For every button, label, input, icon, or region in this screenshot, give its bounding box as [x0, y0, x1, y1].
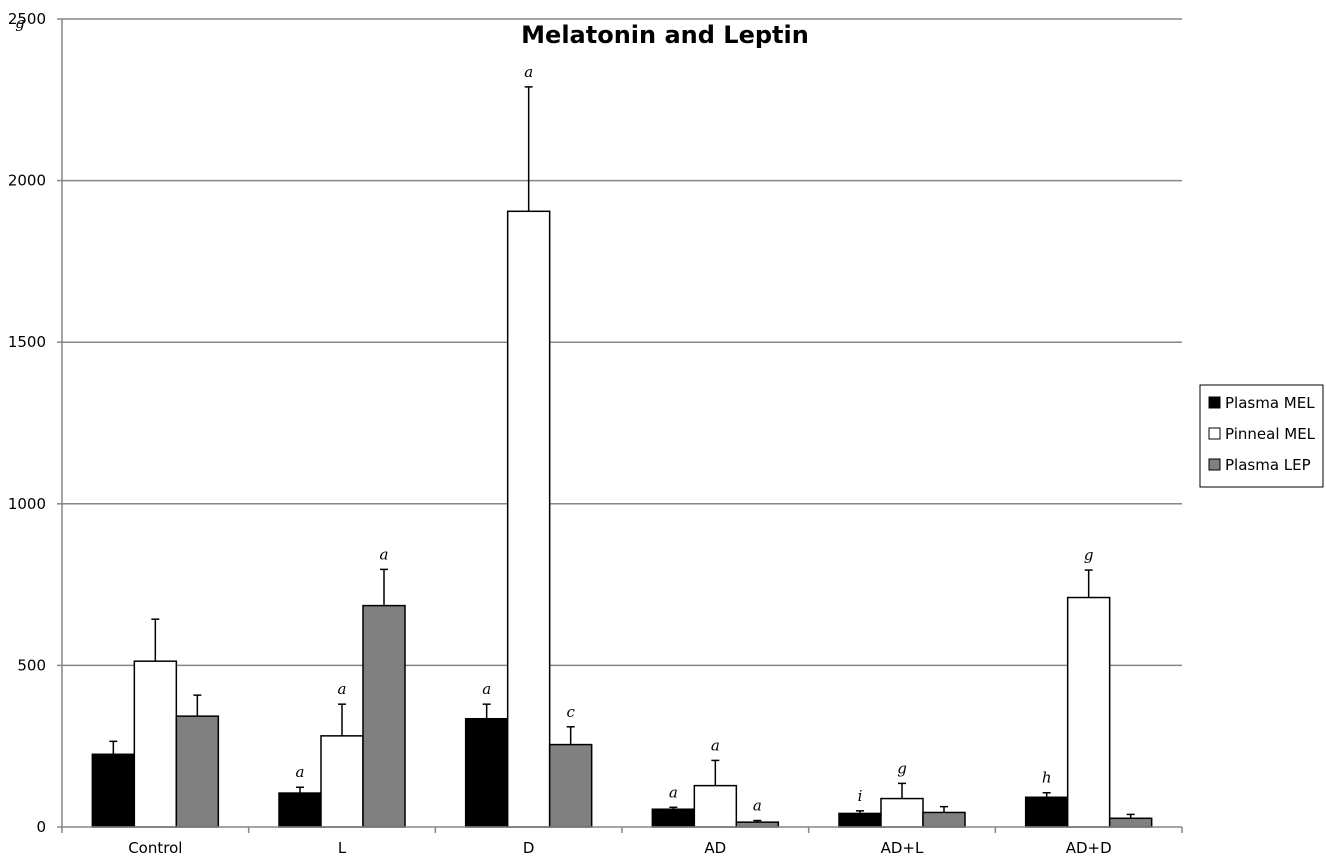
x-tick-label: AD+L: [881, 839, 924, 857]
significance-label: a: [524, 63, 533, 81]
x-tick-label: L: [338, 839, 347, 857]
bar: [278, 792, 322, 828]
y-tick-label: 1500: [8, 333, 46, 351]
bar: [91, 753, 136, 828]
chart-title: Melatonin and Leptin: [521, 21, 809, 49]
x-tick-label: D: [523, 839, 535, 857]
significance-label: a: [669, 783, 678, 801]
bar: [175, 715, 220, 828]
y-tick-label: 2000: [8, 172, 46, 190]
bar: [464, 717, 509, 828]
legend-swatch: [1208, 396, 1221, 409]
bar: [320, 735, 364, 828]
bar: [838, 812, 882, 828]
x-tick-label: AD: [704, 839, 726, 857]
gridlines: [62, 18, 1182, 667]
stray-mark: g: [15, 14, 25, 32]
significance-label: g: [897, 759, 907, 777]
bar: [133, 660, 178, 828]
bar: [506, 210, 551, 828]
legend: Plasma MEL Pinneal MEL Plasma LEP: [1199, 384, 1324, 488]
significance-label: a: [753, 797, 762, 815]
y-tick-label: 0: [36, 818, 46, 836]
bar: [1066, 596, 1111, 828]
significance-label: g: [1084, 546, 1094, 564]
legend-label: Plasma LEP: [1225, 456, 1311, 474]
x-tick-label: Control: [128, 839, 182, 857]
legend-swatch: [1208, 427, 1221, 440]
significance-label: c: [566, 703, 575, 721]
significance-label: i: [858, 787, 863, 805]
bar: [548, 743, 593, 828]
bars: a a a i h a a a g g a c a: [91, 63, 1153, 828]
significance-label: a: [482, 680, 491, 698]
significance-label: a: [711, 736, 720, 754]
bar: [922, 811, 966, 828]
y-tick-label: 2500: [8, 10, 46, 28]
bar: [362, 604, 406, 828]
bar: [693, 784, 738, 828]
legend-label: Plasma MEL: [1225, 394, 1315, 412]
y-tick-label: 500: [17, 656, 46, 674]
significance-label: a: [296, 763, 305, 781]
axes: 0 500 1000 1500 2000 2500 Control L D AD AD+L AD+D: [8, 10, 1183, 857]
significance-label: h: [1042, 769, 1052, 787]
legend-label: Pinneal MEL: [1225, 425, 1316, 443]
bar: [880, 797, 924, 828]
bar: [651, 808, 696, 828]
bar: [1108, 817, 1153, 828]
significance-label: a: [338, 680, 347, 698]
bar: [1024, 796, 1069, 828]
y-tick-label: 1000: [8, 495, 46, 513]
x-tick-label: AD+D: [1066, 839, 1112, 857]
legend-swatch: [1208, 458, 1221, 471]
significance-label: a: [380, 545, 389, 563]
